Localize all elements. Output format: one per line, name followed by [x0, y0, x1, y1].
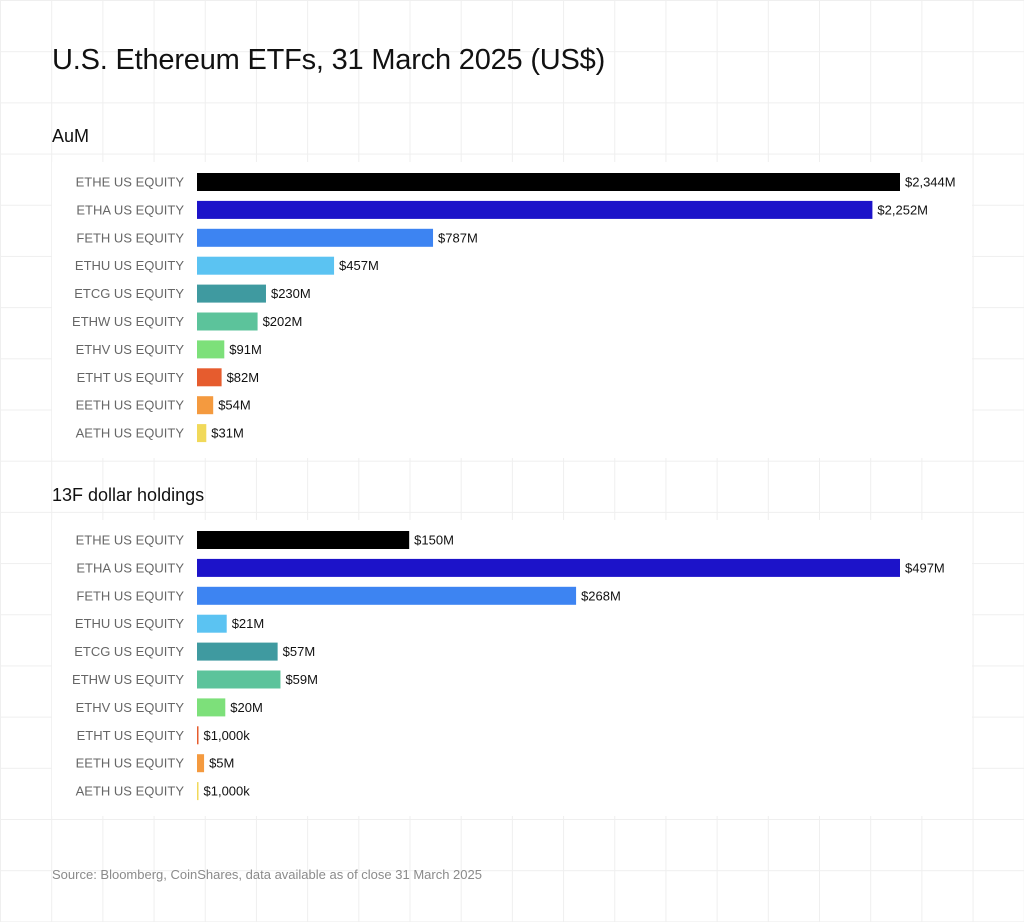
aum-bar-etht — [197, 368, 222, 387]
source-note: Source: Bloomberg, CoinShares, data avai… — [52, 867, 482, 882]
aum-category-label-ethe: ETHE US EQUITY — [76, 175, 185, 190]
aum-category-label-aeth: AETH US EQUITY — [76, 426, 185, 441]
holdings-value-label-ethe: $150M — [414, 533, 454, 548]
holdings-category-label-ethv: ETHV US EQUITY — [76, 700, 185, 715]
holdings-category-label-eeth: EETH US EQUITY — [76, 756, 185, 771]
aum-category-label-etha: ETHA US EQUITY — [76, 202, 184, 217]
aum-category-label-feth: FETH US EQUITY — [76, 230, 184, 245]
aum-bar-chart: ETHE US EQUITY $2,344M ETHA US EQUITY $2,25… — [72, 173, 956, 443]
holdings-value-label-ethu: $21M — [232, 616, 265, 631]
holdings-value-label-ethv: $20M — [230, 700, 263, 715]
aum-value-label-ethw: $202M — [263, 314, 303, 329]
holdings-bar-feth — [197, 586, 577, 605]
holdings-bar-chart: ETHE US EQUITY $150M ETHA US EQUITY $497M FE… — [72, 531, 945, 801]
holdings-category-label-aeth: AETH US EQUITY — [76, 784, 185, 799]
holdings-bar-etht — [197, 726, 199, 745]
aum-value-label-etcg: $230M — [271, 286, 311, 301]
aum-bar-ethw — [197, 312, 258, 331]
holdings-value-label-etcg: $57M — [283, 644, 316, 659]
holdings-value-label-aeth: $1,000k — [204, 784, 251, 799]
page-title: U.S. Ethereum ETFs, 31 March 2025 (US$) — [52, 44, 606, 76]
holdings-bar-etha — [197, 558, 900, 577]
aum-value-label-etht: $82M — [227, 370, 260, 385]
holdings-value-label-eeth: $5M — [209, 756, 234, 771]
holdings-category-label-feth: FETH US EQUITY — [76, 588, 184, 603]
aum-value-label-ethe: $2,344M — [905, 175, 956, 190]
holdings-value-label-etht: $1,000k — [204, 728, 251, 743]
holdings-section-title: 13F dollar holdings — [52, 485, 205, 505]
aum-value-label-etha: $2,252M — [877, 202, 928, 217]
aum-category-label-etcg: ETCG US EQUITY — [74, 286, 184, 301]
holdings-category-label-etht: ETHT US EQUITY — [77, 728, 185, 743]
aum-value-label-eeth: $54M — [218, 398, 251, 413]
aum-bar-etcg — [197, 284, 266, 303]
aum-bar-ethu — [197, 256, 335, 275]
holdings-category-label-etha: ETHA US EQUITY — [76, 560, 184, 575]
holdings-value-label-etha: $497M — [905, 560, 945, 575]
holdings-category-label-ethw: ETHW US EQUITY — [72, 672, 184, 687]
aum-bar-aeth — [197, 424, 207, 443]
holdings-value-label-ethw: $59M — [285, 672, 318, 687]
aum-category-label-ethv: ETHV US EQUITY — [76, 342, 185, 357]
aum-bar-ethv — [197, 340, 225, 359]
holdings-bar-etcg — [197, 642, 278, 661]
aum-section-title: AuM — [52, 126, 90, 146]
aum-bar-feth — [197, 228, 434, 247]
aum-value-label-feth: $787M — [438, 230, 478, 245]
holdings-bar-ethu — [197, 614, 227, 633]
holdings-bar-aeth — [197, 782, 199, 801]
holdings-chart-panel: ETHE US EQUITY $150M ETHA US EQUITY $497M FE… — [52, 520, 972, 816]
aum-chart-panel: ETHE US EQUITY $2,344M ETHA US EQUITY $2,25… — [52, 162, 972, 458]
aum-category-label-eeth: EETH US EQUITY — [76, 398, 185, 413]
holdings-bar-eeth — [197, 754, 205, 773]
aum-value-label-ethu: $457M — [339, 258, 379, 273]
aum-category-label-ethw: ETHW US EQUITY — [72, 314, 184, 329]
aum-value-label-ethv: $91M — [229, 342, 262, 357]
aum-bar-eeth — [197, 396, 214, 415]
aum-value-label-aeth: $31M — [211, 426, 244, 441]
aum-bar-ethe — [197, 173, 900, 191]
holdings-category-label-ethu: ETHU US EQUITY — [75, 616, 184, 631]
holdings-value-label-feth: $268M — [581, 588, 621, 603]
aum-category-label-ethu: ETHU US EQUITY — [75, 258, 184, 273]
holdings-bar-ethv — [197, 698, 226, 717]
holdings-category-label-ethe: ETHE US EQUITY — [76, 533, 185, 548]
aum-bar-etha — [197, 200, 873, 219]
holdings-bar-ethw — [197, 670, 281, 689]
holdings-bar-ethe — [197, 531, 410, 549]
holdings-category-label-etcg: ETCG US EQUITY — [74, 644, 184, 659]
aum-category-label-etht: ETHT US EQUITY — [77, 370, 185, 385]
